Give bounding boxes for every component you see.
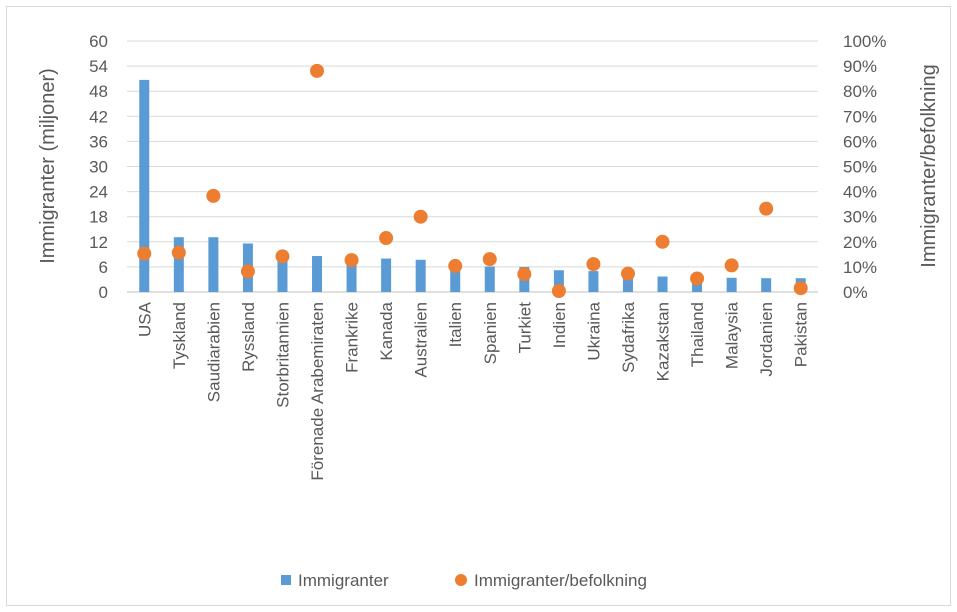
y-tick-label: 54	[89, 57, 108, 76]
y-tick-label: 0	[99, 283, 108, 302]
category-label: USA	[135, 301, 154, 337]
category-label: Italien	[446, 302, 465, 347]
scatter-point	[690, 271, 705, 286]
y-tick-label: 12	[89, 233, 108, 252]
bar	[312, 256, 323, 292]
category-label: Spanien	[481, 302, 500, 364]
bar-series-immigranter	[139, 79, 806, 292]
bar	[346, 257, 357, 292]
y-tick-label: 24	[89, 183, 108, 202]
legend: Immigranter Immigranter/befolkning	[281, 571, 647, 590]
y-tick-label: 42	[89, 107, 108, 126]
right-axis-ticks: 0% 10% 20% 30% 40% 50% 60% 70% 80% 90% 100%	[843, 32, 886, 302]
category-label: Sydafrika	[619, 301, 638, 372]
category-label: Pakistan	[792, 302, 811, 367]
scatter-point	[517, 267, 532, 282]
scatter-point	[620, 266, 635, 281]
bar	[622, 274, 633, 292]
category-axis-labels: USA Tyskland Saudiarabien Ryssland Storbrita…	[135, 301, 810, 480]
bar	[139, 79, 150, 292]
bar	[381, 258, 392, 292]
legend-swatch-immigranter	[281, 575, 291, 585]
category-label: Kazakstan	[654, 302, 673, 381]
right-axis-title: Immigranter/befolkning	[918, 64, 940, 267]
category-label: Ukraina	[584, 301, 603, 360]
bar	[173, 237, 184, 292]
scatter-point	[655, 234, 670, 249]
scatter-series-immigranter-befolkning	[137, 63, 808, 298]
bar	[450, 265, 461, 292]
y-tick-label: 6	[99, 258, 108, 277]
bar	[761, 278, 772, 292]
category-label: Tyskland	[170, 302, 189, 369]
category-label: Förenade Arabemiraten	[308, 302, 327, 481]
bar	[484, 266, 495, 292]
scatter-point	[206, 188, 221, 203]
y-tick-label: 18	[89, 208, 108, 227]
category-label: Malaysia	[723, 301, 742, 369]
y2-tick-label: 20%	[843, 233, 877, 252]
y2-tick-label: 80%	[843, 82, 877, 101]
y-tick-label: 48	[89, 82, 108, 101]
scatter-point	[482, 252, 497, 267]
y-tick-label: 30	[89, 158, 108, 177]
scatter-point	[275, 249, 290, 264]
scatter-point	[448, 258, 463, 273]
category-label: Jordanien	[757, 302, 776, 377]
y2-tick-label: 50%	[843, 158, 877, 177]
bar	[588, 271, 599, 292]
y2-tick-label: 60%	[843, 132, 877, 151]
category-label: Indien	[550, 302, 569, 348]
scatter-point	[137, 246, 152, 261]
bar	[726, 277, 737, 292]
category-label: Kanada	[377, 301, 396, 360]
bar	[277, 251, 288, 292]
y2-tick-label: 40%	[843, 183, 877, 202]
category-label: Storbritannien	[273, 302, 292, 408]
y2-tick-label: 90%	[843, 57, 877, 76]
bar	[657, 276, 668, 292]
left-axis-ticks: 0 6 12 18 24 30 36 42 48 54 60	[89, 32, 108, 302]
y2-tick-label: 30%	[843, 208, 877, 227]
category-label: Frankrike	[343, 302, 362, 373]
scatter-point	[586, 257, 601, 272]
bar	[415, 259, 426, 292]
chart-frame	[6, 6, 951, 606]
scatter-point	[793, 281, 808, 296]
y2-tick-label: 0%	[843, 283, 868, 302]
scatter-point	[344, 253, 359, 268]
legend-label-immigranter-befolkning: Immigranter/befolkning	[474, 571, 647, 590]
category-label: Turkiet	[515, 302, 534, 354]
category-label: Australien	[412, 302, 431, 378]
y2-tick-label: 100%	[843, 32, 886, 51]
scatter-point	[551, 283, 566, 298]
category-label: Thailand	[688, 302, 707, 367]
legend-label-immigranter: Immigranter	[298, 571, 389, 590]
scatter-point	[310, 63, 325, 78]
y-tick-label: 60	[89, 32, 108, 51]
gridlines	[127, 40, 818, 293]
scatter-point	[240, 264, 255, 279]
legend-swatch-immigranter-befolkning	[455, 574, 467, 586]
y2-tick-label: 70%	[843, 107, 877, 126]
scatter-point	[171, 245, 186, 260]
scatter-point	[379, 231, 394, 246]
y2-tick-label: 10%	[843, 258, 877, 277]
left-axis-title: Immigranter (miljoner)	[37, 68, 59, 264]
scatter-point	[724, 258, 739, 273]
y-tick-label: 36	[89, 132, 108, 151]
category-label: Ryssland	[239, 302, 258, 372]
category-label: Saudiarabien	[204, 302, 223, 402]
scatter-point	[759, 201, 774, 216]
bar	[208, 237, 219, 292]
scatter-point	[413, 209, 428, 224]
bar	[553, 270, 564, 292]
